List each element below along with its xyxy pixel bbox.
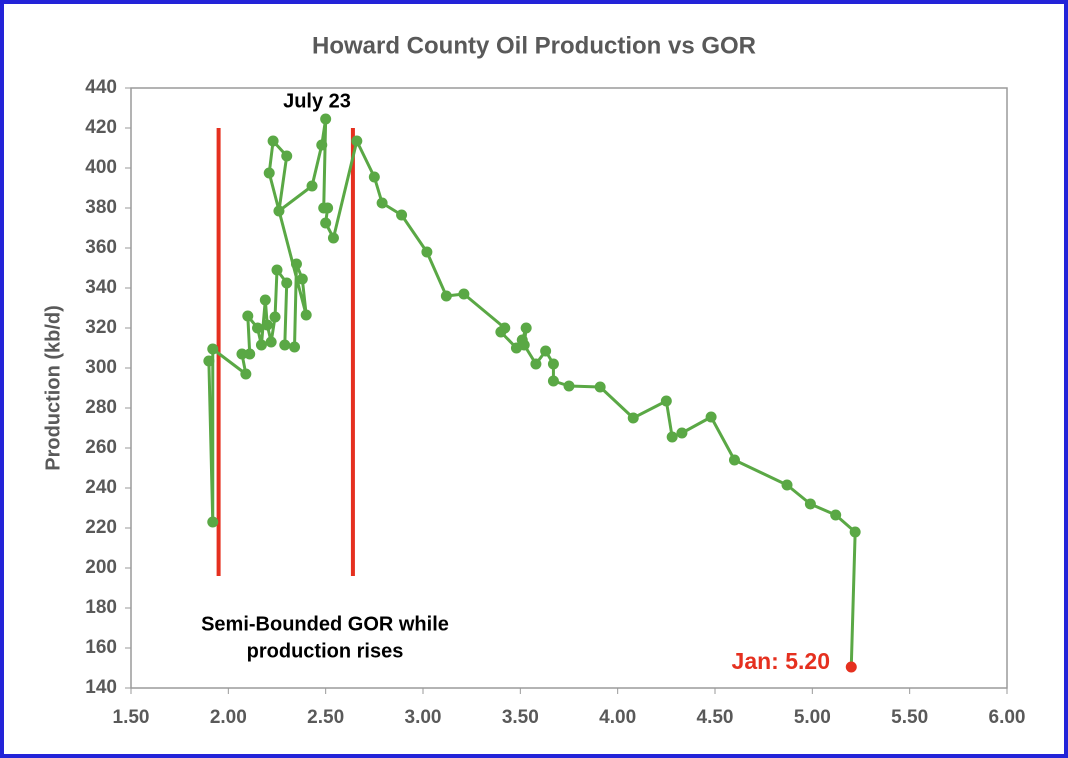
data-point — [236, 348, 248, 360]
y-tick-label: 320 — [85, 317, 117, 338]
data-point — [845, 661, 857, 673]
data-point — [320, 217, 332, 229]
x-tick-label: 3.50 — [502, 707, 539, 728]
x-tick-label: 4.00 — [599, 707, 636, 728]
data-point — [520, 322, 532, 334]
data-point — [627, 412, 639, 424]
y-tick-label: 380 — [85, 197, 117, 218]
data-point — [255, 339, 267, 351]
data-point — [705, 411, 717, 423]
data-point — [421, 246, 433, 258]
y-tick-label: 200 — [85, 557, 117, 578]
data-point — [242, 310, 254, 322]
data-point — [207, 516, 219, 528]
data-point — [563, 380, 575, 392]
data-point — [320, 113, 332, 125]
plot-frame — [130, 87, 1008, 689]
data-point — [376, 197, 388, 209]
x-tick-label: 2.00 — [210, 707, 247, 728]
data-point — [458, 288, 470, 300]
data-point — [273, 205, 285, 217]
data-point — [547, 375, 559, 387]
data-point — [203, 355, 215, 367]
data-point — [269, 311, 281, 323]
x-tick-label: 5.00 — [794, 707, 831, 728]
annotation: production rises — [247, 640, 404, 662]
data-point — [660, 395, 672, 407]
data-point — [440, 290, 452, 302]
y-tick-label: 280 — [85, 397, 117, 418]
y-tick-label: 420 — [85, 117, 117, 138]
data-point — [207, 343, 219, 355]
data-point — [676, 427, 688, 439]
data-point — [306, 180, 318, 192]
data-point — [263, 167, 275, 179]
data-point — [804, 498, 816, 510]
x-tick-label: 2.50 — [307, 707, 344, 728]
data-point — [781, 479, 793, 491]
data-point — [271, 264, 283, 276]
y-tick-label: 400 — [85, 157, 117, 178]
data-point — [351, 135, 363, 147]
data-point — [289, 341, 301, 353]
annotation: July 23 — [283, 90, 351, 112]
data-point — [316, 139, 328, 151]
annotation: Semi-Bounded GOR while — [201, 613, 449, 635]
x-tick-label: 1.50 — [113, 707, 150, 728]
annotation: Jan: 5.20 — [732, 648, 830, 674]
data-point — [240, 368, 252, 380]
data-point — [279, 339, 291, 351]
y-tick-label: 240 — [85, 477, 117, 498]
data-point — [495, 326, 507, 338]
data-point — [518, 339, 530, 351]
data-point — [530, 358, 542, 370]
y-tick-label: 180 — [85, 597, 117, 618]
chart-title: Howard County Oil Production vs GOR — [312, 32, 756, 59]
data-point — [666, 431, 678, 443]
x-tick-label: 3.00 — [405, 707, 442, 728]
y-tick-label: 340 — [85, 277, 117, 298]
data-point — [300, 309, 312, 321]
data-point — [265, 336, 277, 348]
data-point — [547, 358, 559, 370]
data-point — [322, 202, 334, 214]
data-point — [830, 509, 842, 521]
y-tick-label: 300 — [85, 357, 117, 378]
data-point — [296, 273, 308, 285]
data-point — [540, 345, 552, 357]
data-point — [594, 381, 606, 393]
data-point — [849, 526, 861, 538]
y-tick-label: 220 — [85, 517, 117, 538]
data-point — [261, 319, 273, 331]
y-axis-label: Production (kb/d) — [42, 305, 64, 471]
data-point — [281, 277, 293, 289]
data-point — [327, 232, 339, 244]
data-point — [728, 454, 740, 466]
data-point — [396, 209, 408, 221]
data-point — [252, 322, 264, 334]
y-tick-label: 360 — [85, 237, 117, 258]
y-tick-label: 160 — [85, 637, 117, 658]
data-point — [290, 258, 302, 270]
data-point — [267, 135, 279, 147]
x-tick-label: 6.00 — [989, 707, 1026, 728]
x-tick-label: 5.50 — [891, 707, 928, 728]
y-tick-label: 140 — [85, 677, 117, 698]
data-point — [281, 150, 293, 162]
data-point — [259, 294, 271, 306]
x-tick-label: 4.50 — [697, 707, 734, 728]
y-tick-label: 260 — [85, 437, 117, 458]
data-point — [368, 171, 380, 183]
data-line — [207, 117, 857, 668]
y-tick-label: 440 — [85, 77, 117, 98]
data-point — [244, 348, 256, 360]
